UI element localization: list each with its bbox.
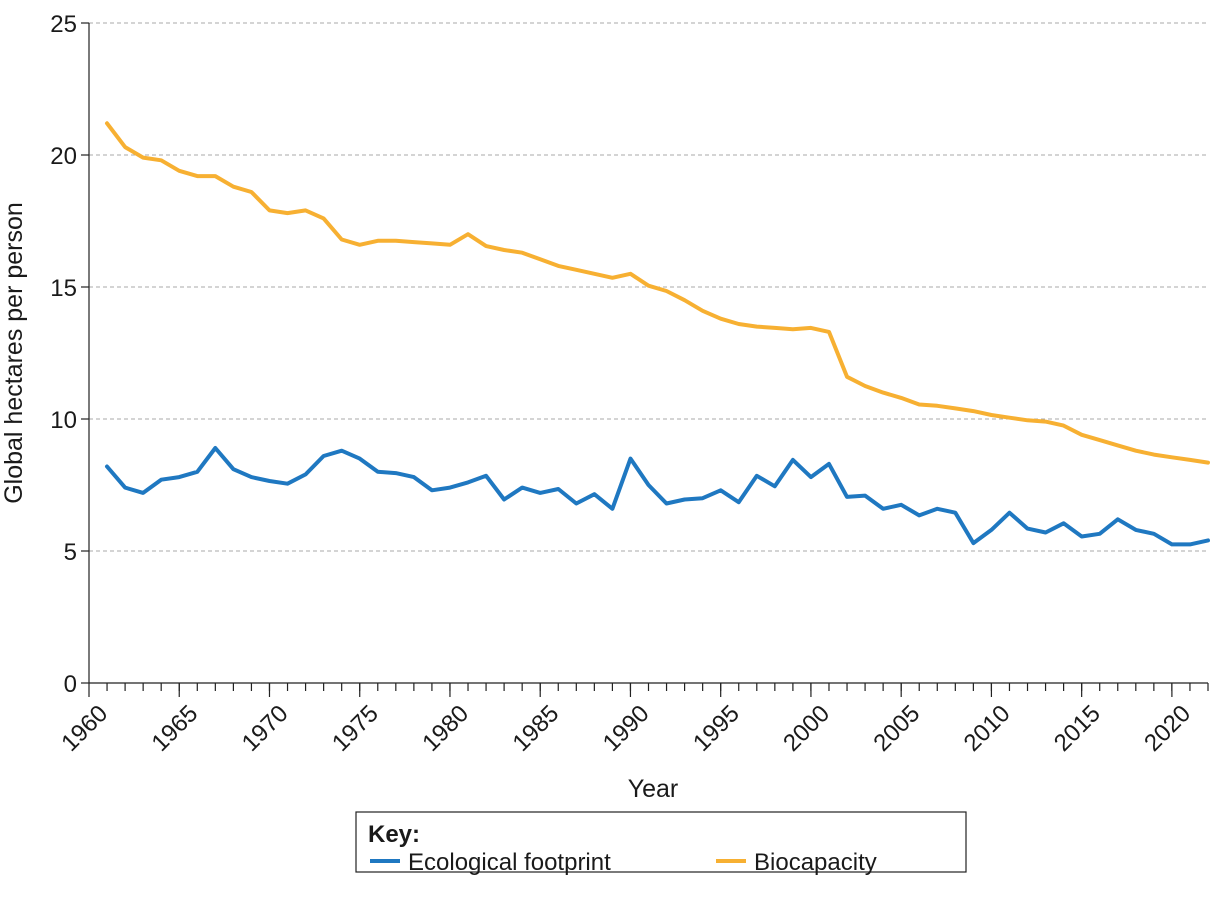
x-tick-label: 2010 — [959, 700, 1016, 757]
x-tick-label: 1990 — [598, 700, 655, 757]
x-tick-label: 2005 — [868, 700, 925, 757]
x-tick-label: 1995 — [688, 700, 745, 757]
x-tick-label: 1965 — [147, 700, 204, 757]
x-tick-label: 2000 — [778, 700, 835, 757]
legend-box — [355, 811, 967, 873]
y-tick-label: 0 — [64, 671, 77, 698]
legend-label: Biocapacity — [754, 849, 877, 876]
y-tick-label: 25 — [50, 11, 77, 38]
y-tick-label: 20 — [50, 143, 77, 170]
legend-label: Ecological footprint — [408, 849, 611, 876]
series-line — [105, 121, 1210, 465]
x-tick-label: 1980 — [417, 700, 474, 757]
x-tick-label: 2020 — [1139, 700, 1196, 757]
x-tick-label: 1985 — [507, 700, 564, 757]
series-line — [105, 446, 1210, 547]
y-tick-label: 15 — [50, 275, 77, 302]
x-tick-label: 2015 — [1049, 700, 1106, 757]
x-tick-label: 1970 — [237, 700, 294, 757]
y-tick-label: 10 — [50, 407, 77, 434]
y-axis-label: Global hectares per person — [0, 202, 28, 504]
legend-title: Key: — [368, 821, 420, 848]
x-tick-label: 1960 — [56, 700, 113, 757]
y-tick-label: 5 — [64, 539, 77, 566]
x-tick-label: 1975 — [327, 700, 384, 757]
x-axis-label: Year — [628, 775, 679, 803]
